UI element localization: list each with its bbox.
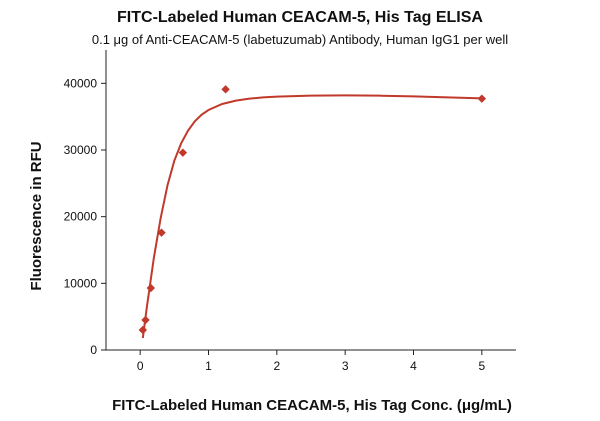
y-tick-label: 0 [90,343,97,357]
data-point [178,148,188,157]
y-tick-label: 20000 [64,210,98,224]
data-point [477,94,487,103]
data-point [138,325,148,335]
y-axis-label: Fluorescence in RFU [28,141,45,290]
data-point [157,228,166,237]
x-tick-label: 3 [342,359,349,373]
data-point [221,85,230,94]
chart-title: FITC-Labeled Human CEACAM-5, His Tag ELI… [117,9,483,26]
x-tick-label: 0 [137,359,144,373]
x-tick-label: 1 [205,359,212,373]
y-tick-label: 30000 [64,143,98,157]
data-point [141,315,150,325]
data-point [146,283,156,293]
fit-curve [141,94,482,339]
y-tick-label: 10000 [64,276,98,290]
x-tick-label: 2 [273,359,280,373]
x-tick-label: 5 [478,359,485,373]
chart-subtitle: 0.1 μg of Anti-CEACAM-5 (labetuzumab) An… [92,32,508,47]
y-tick-label: 40000 [64,76,98,90]
x-axis-label: FITC-Labeled Human CEACAM-5, His Tag Con… [112,397,512,414]
x-tick-label: 4 [410,359,417,373]
plot-area: 0 10000 20000 30000 40000 0 1 2 3 4 5 [64,50,516,373]
